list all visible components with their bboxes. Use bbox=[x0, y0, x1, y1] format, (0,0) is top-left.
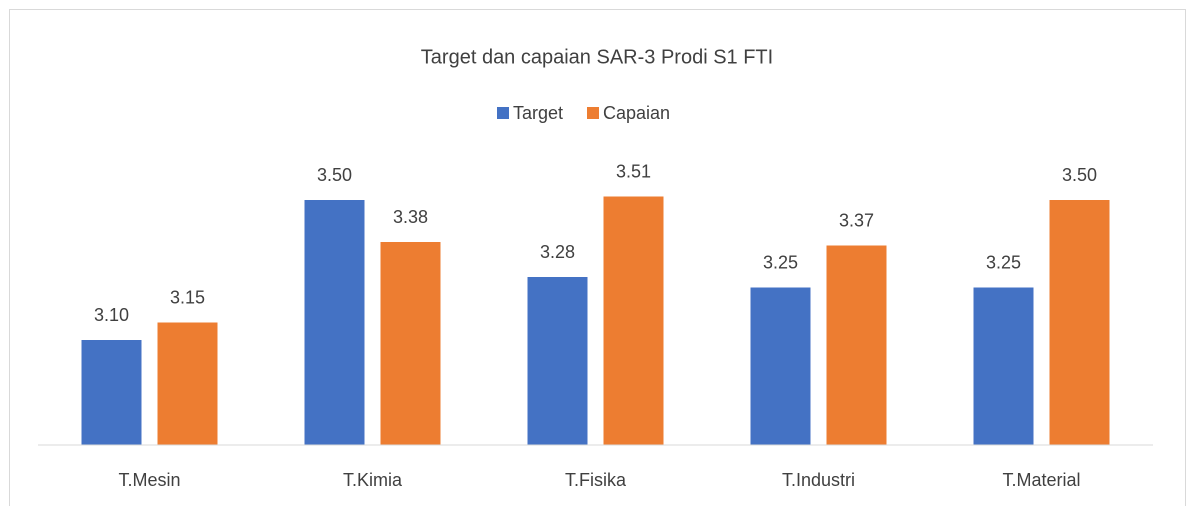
bar bbox=[603, 196, 664, 445]
x-tick-label: T.Kimia bbox=[343, 470, 403, 490]
bar bbox=[750, 287, 811, 445]
bar bbox=[527, 277, 588, 445]
legend-swatch bbox=[497, 107, 509, 119]
x-tick-label: T.Fisika bbox=[565, 470, 627, 490]
bar bbox=[826, 245, 887, 445]
value-label: 3.51 bbox=[616, 161, 651, 181]
x-tick-label: T.Mesin bbox=[118, 470, 180, 490]
bar bbox=[304, 200, 365, 445]
value-label: 3.37 bbox=[839, 210, 874, 230]
x-tick-label: T.Industri bbox=[782, 470, 855, 490]
chart-frame bbox=[9, 9, 1186, 506]
legend-label: Capaian bbox=[603, 103, 670, 123]
bar bbox=[157, 322, 218, 445]
bar bbox=[1049, 200, 1110, 445]
value-label: 3.10 bbox=[94, 305, 129, 325]
x-tick-label: T.Material bbox=[1002, 470, 1080, 490]
legend-label: Target bbox=[513, 103, 563, 123]
value-label: 3.28 bbox=[540, 242, 575, 262]
value-label: 3.38 bbox=[393, 207, 428, 227]
bar bbox=[973, 287, 1034, 445]
value-label: 3.25 bbox=[763, 252, 798, 272]
value-label: 3.25 bbox=[986, 252, 1021, 272]
value-label: 3.15 bbox=[170, 287, 205, 307]
value-label: 3.50 bbox=[317, 165, 352, 185]
bar bbox=[380, 242, 441, 445]
value-label: 3.50 bbox=[1062, 165, 1097, 185]
bar bbox=[81, 340, 142, 445]
legend-swatch bbox=[587, 107, 599, 119]
chart-title: Target dan capaian SAR-3 Prodi S1 FTI bbox=[421, 46, 773, 68]
